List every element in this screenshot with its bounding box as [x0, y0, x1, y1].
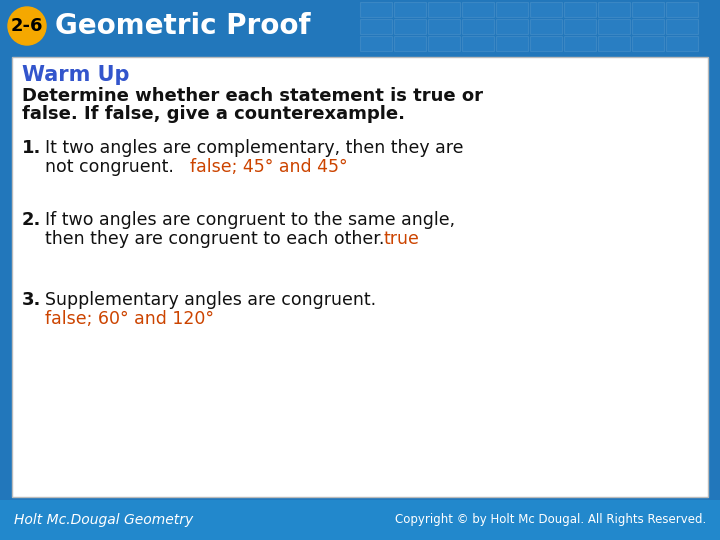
- Bar: [666, 19, 698, 34]
- Bar: [632, 36, 664, 51]
- Text: then they are congruent to each other.: then they are congruent to each other.: [45, 230, 384, 248]
- Bar: [462, 2, 494, 17]
- Text: Warm Up: Warm Up: [22, 65, 130, 85]
- Bar: [598, 36, 630, 51]
- Bar: [496, 36, 528, 51]
- Bar: [360, 2, 392, 17]
- Text: Supplementary angles are congruent.: Supplementary angles are congruent.: [45, 291, 376, 309]
- Bar: [632, 2, 664, 17]
- Bar: [564, 36, 596, 51]
- Bar: [666, 2, 698, 17]
- Text: false; 60° and 120°: false; 60° and 120°: [45, 310, 214, 328]
- Bar: [394, 2, 426, 17]
- Text: Geometric Proof: Geometric Proof: [55, 12, 310, 40]
- Bar: [428, 19, 460, 34]
- Bar: [360, 19, 392, 34]
- Bar: [428, 36, 460, 51]
- Text: 2-6: 2-6: [11, 17, 43, 35]
- Bar: [394, 19, 426, 34]
- Bar: [598, 19, 630, 34]
- Bar: [598, 2, 630, 17]
- Bar: [564, 2, 596, 17]
- Bar: [530, 36, 562, 51]
- Bar: [360, 36, 392, 51]
- Bar: [12, 57, 708, 497]
- Text: It two angles are complementary, then they are: It two angles are complementary, then th…: [45, 139, 464, 157]
- Bar: [530, 2, 562, 17]
- Bar: [666, 36, 698, 51]
- Text: Determine whether each statement is true or: Determine whether each statement is true…: [22, 87, 483, 105]
- Bar: [496, 19, 528, 34]
- Bar: [564, 19, 596, 34]
- Bar: [428, 2, 460, 17]
- Bar: [0, 500, 720, 540]
- Bar: [0, 0, 720, 52]
- Bar: [394, 36, 426, 51]
- Text: Holt Mc.Dougal Geometry: Holt Mc.Dougal Geometry: [14, 513, 193, 527]
- Bar: [530, 19, 562, 34]
- Text: 2.: 2.: [22, 211, 41, 229]
- Bar: [462, 36, 494, 51]
- Text: true: true: [383, 230, 419, 248]
- Text: If two angles are congruent to the same angle,: If two angles are congruent to the same …: [45, 211, 455, 229]
- Text: false; 45° and 45°: false; 45° and 45°: [190, 158, 348, 176]
- Bar: [632, 19, 664, 34]
- Text: false. If false, give a counterexample.: false. If false, give a counterexample.: [22, 105, 405, 123]
- Bar: [496, 2, 528, 17]
- Text: 1.: 1.: [22, 139, 41, 157]
- Text: 3.: 3.: [22, 291, 41, 309]
- Circle shape: [8, 7, 46, 45]
- Text: Copyright © by Holt Mc Dougal. All Rights Reserved.: Copyright © by Holt Mc Dougal. All Right…: [395, 514, 706, 526]
- Bar: [462, 19, 494, 34]
- Text: not congruent.: not congruent.: [45, 158, 174, 176]
